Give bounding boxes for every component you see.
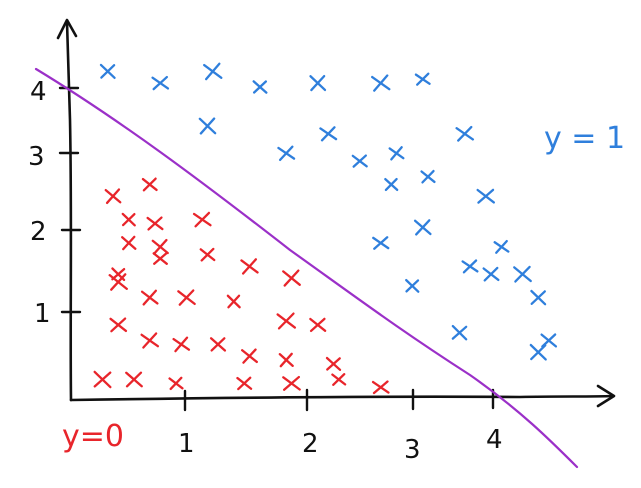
class-0-marker (371, 380, 390, 395)
class-0-marker (177, 289, 196, 306)
class-1-marker (351, 154, 368, 168)
class-1-marker (151, 75, 170, 91)
class-0-marker (125, 371, 143, 388)
class-0-marker (108, 273, 128, 291)
class-1-marker (384, 177, 399, 192)
class-0-marker (331, 373, 347, 386)
class-0-marker (282, 269, 301, 287)
x-tick-label-1: 1 (178, 429, 195, 459)
class-0-marker (226, 294, 241, 309)
class-1-marker (252, 80, 268, 94)
class-1-marker (530, 289, 547, 306)
class-1-marker (413, 219, 432, 236)
x-axis-line (69, 394, 614, 402)
class-1-marker (99, 63, 116, 80)
class-1-marker (319, 126, 338, 142)
class-1-marker (455, 125, 475, 142)
class-0-marker (109, 317, 128, 333)
y-tick-label-2: 2 (30, 217, 47, 247)
class-1-marker (420, 169, 436, 184)
class-1-marker (461, 259, 479, 274)
decision-boundary-line (34, 67, 579, 469)
y-tick-label-4: 4 (30, 77, 47, 107)
class-0-marker (152, 252, 168, 265)
class-1-marker (203, 62, 223, 81)
class-0-marker (192, 211, 212, 228)
class-1-marker (405, 278, 420, 293)
class-0-marker (140, 332, 160, 349)
class-0-marker (141, 177, 158, 192)
x-ticks (183, 388, 495, 412)
class-1-marker (529, 343, 547, 361)
class-1-marker (388, 146, 405, 161)
class-0-marker (151, 238, 169, 255)
x-tick-label-4: 4 (486, 425, 503, 455)
class-0-marker (104, 188, 122, 205)
class-0-marker (121, 235, 137, 251)
class-0-marker (325, 356, 342, 371)
class-1-marker (371, 74, 391, 92)
class-1-marker (198, 117, 217, 135)
class-0-marker (93, 370, 112, 389)
class-1-marker (513, 265, 532, 283)
class-1-marker (493, 239, 510, 254)
class-1-marker (540, 333, 558, 348)
y-tick-label-3: 3 (28, 142, 45, 172)
x-tick-label-2: 2 (302, 429, 319, 459)
class-0-marker (241, 348, 258, 364)
class-0-label: y=0 (62, 419, 124, 454)
data-markers (93, 62, 558, 395)
y-axis-line (65, 20, 73, 402)
class-1-marker (372, 236, 390, 250)
class-1-marker (277, 145, 296, 162)
class-0-marker (276, 312, 297, 330)
class-0-marker (146, 216, 164, 231)
x-axis-arrowhead (596, 384, 616, 408)
class-0-marker (278, 352, 294, 368)
x-tick-label-3: 3 (404, 435, 421, 465)
class-0-marker (168, 376, 184, 391)
axes (56, 18, 616, 408)
class-0-marker (282, 375, 301, 391)
class-1-marker (414, 72, 431, 86)
class-1-label: y = 1 (544, 121, 625, 156)
class-0-marker (309, 317, 327, 333)
class-1-marker (451, 324, 468, 341)
class-0-marker (121, 212, 136, 227)
x-tick-labels: 1 2 3 4 (178, 425, 503, 465)
class-0-marker (236, 376, 253, 391)
class-0-marker (209, 337, 227, 352)
class-0-marker (140, 289, 159, 306)
class-0-marker (199, 247, 216, 262)
y-tick-label-1: 1 (34, 299, 51, 329)
class-0-marker (240, 258, 259, 275)
class-1-marker (476, 188, 496, 204)
y-axis-arrowhead (56, 18, 78, 40)
class-1-marker (482, 266, 500, 282)
class-1-marker (309, 74, 327, 92)
y-ticks (58, 86, 82, 314)
class-0-marker (172, 336, 191, 353)
y-tick-labels: 1 2 3 4 (28, 77, 51, 329)
